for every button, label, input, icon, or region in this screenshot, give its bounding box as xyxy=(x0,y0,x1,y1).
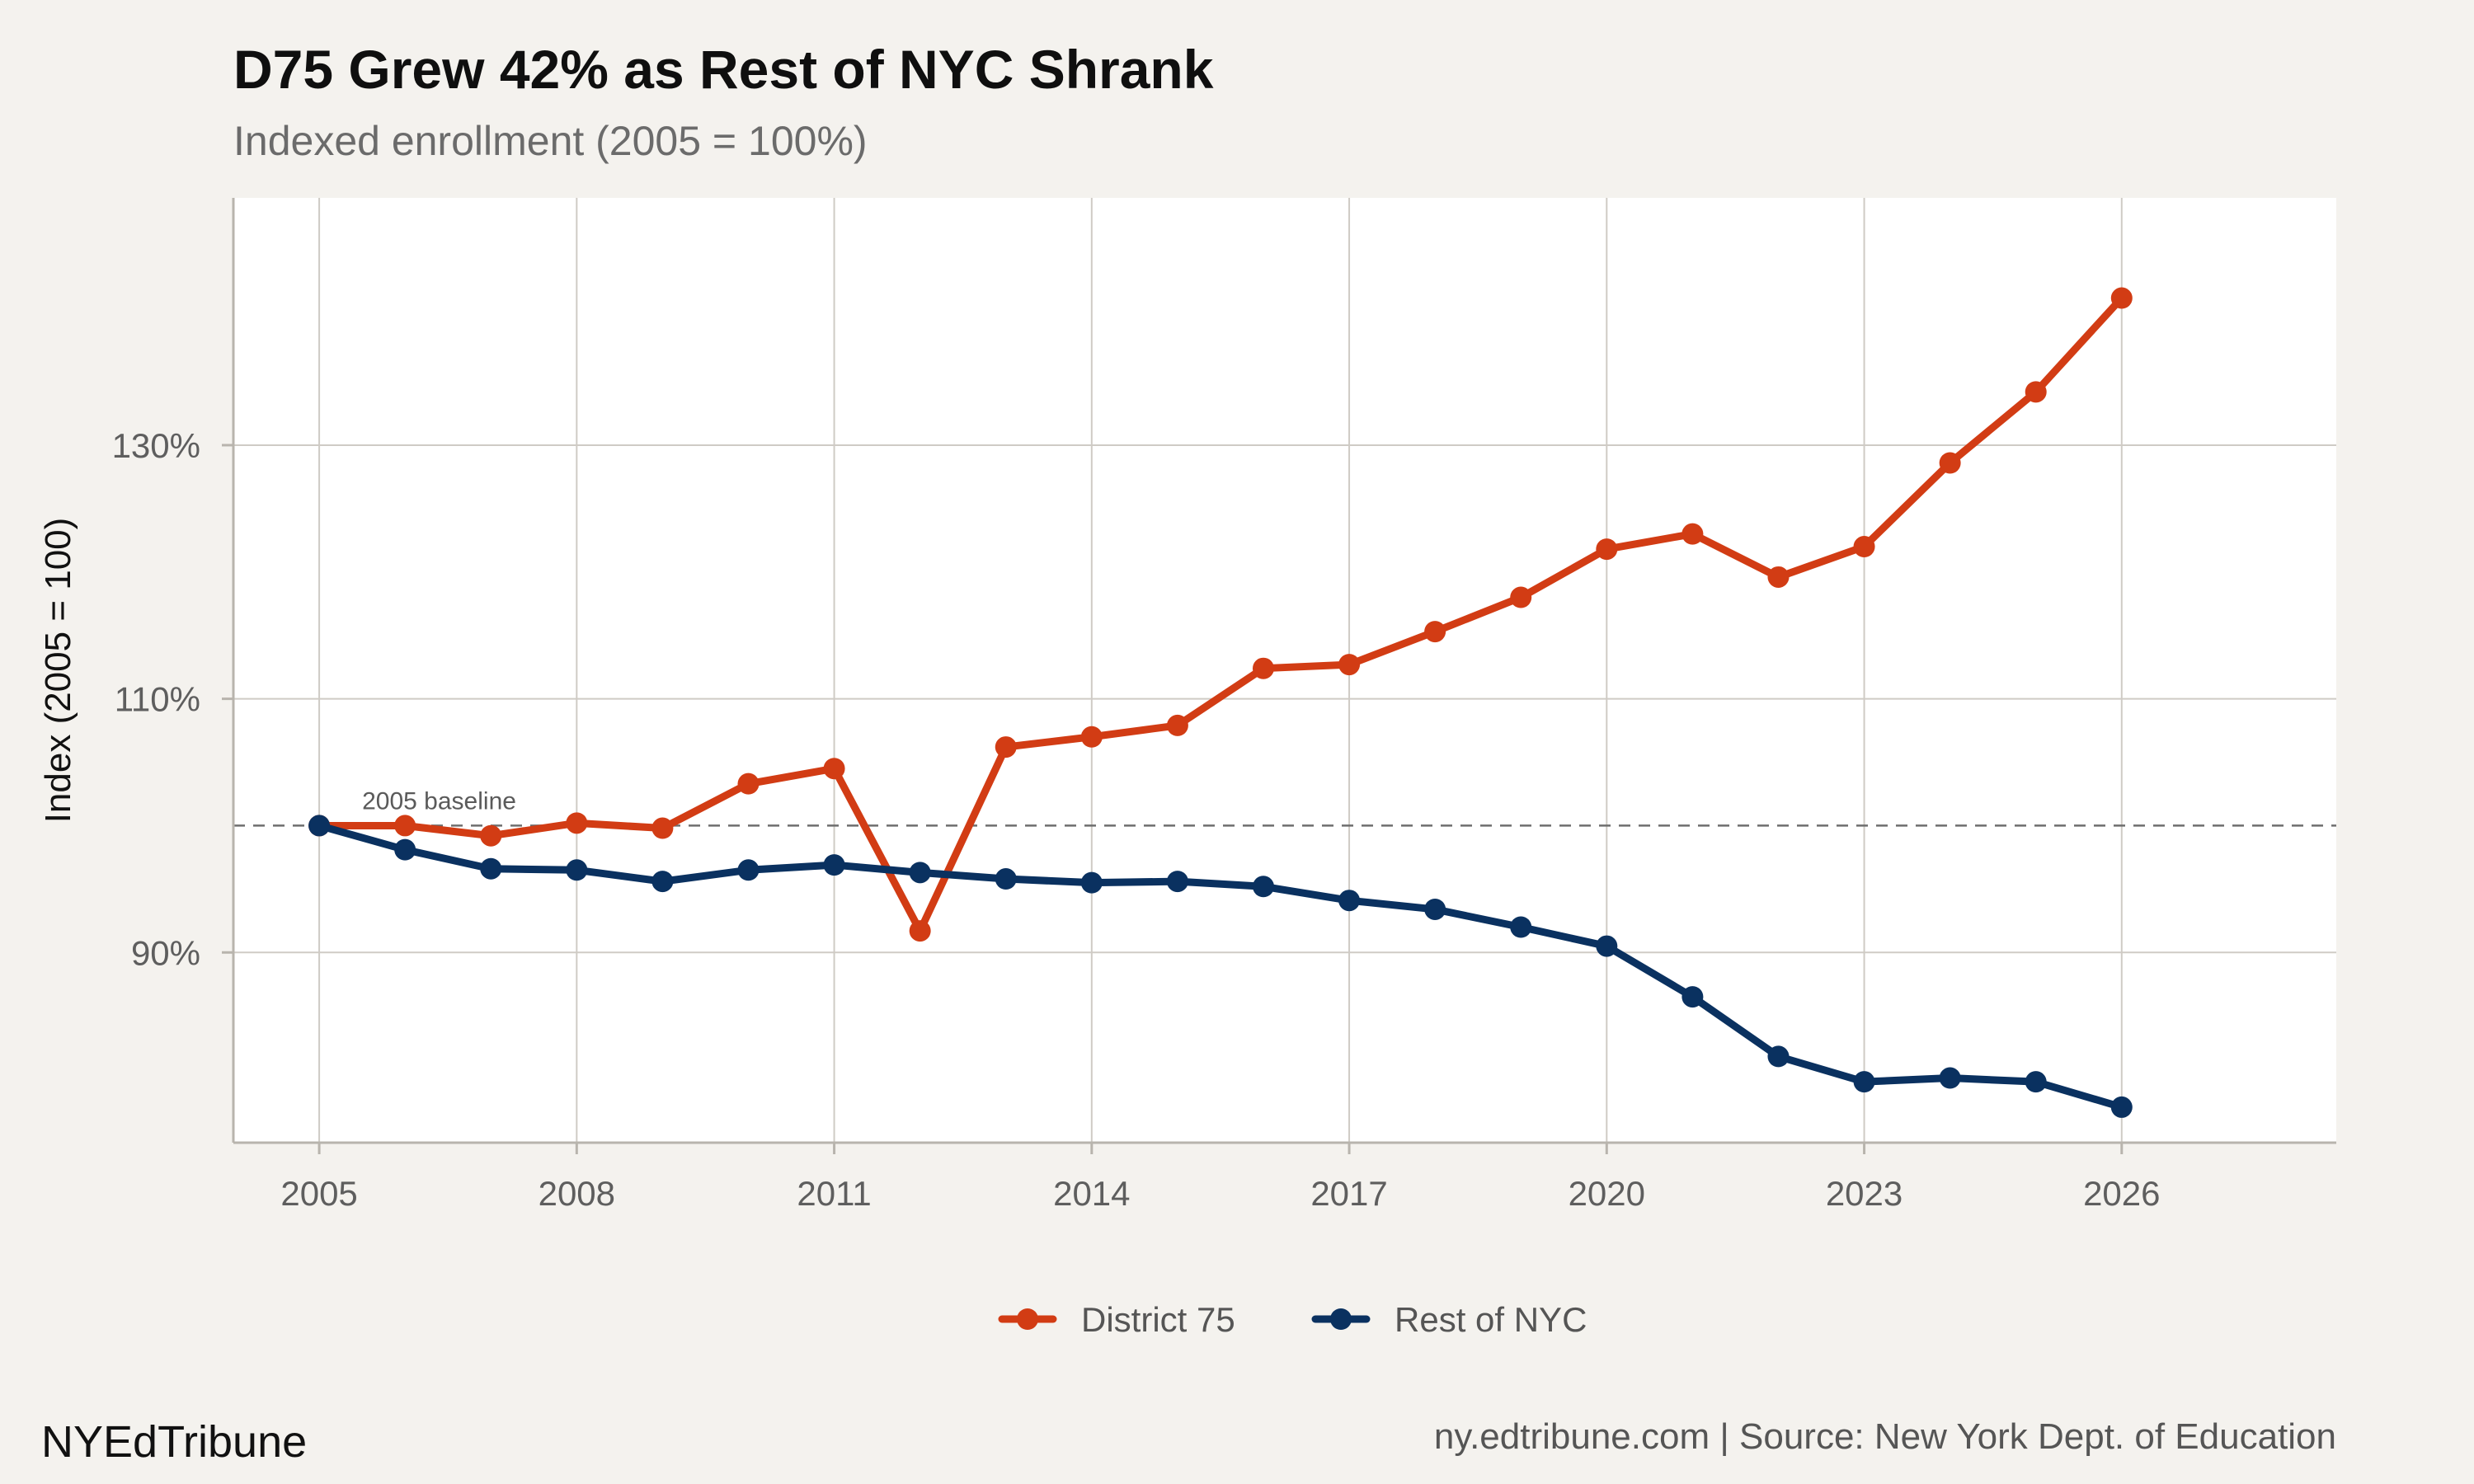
point-district-75-2017 xyxy=(1338,654,1361,676)
source-note: ny.edtribune.com | Source: New York Dept… xyxy=(1433,1416,2336,1457)
point-rest-of-nyc-2024 xyxy=(1939,1067,1961,1089)
point-district-75-2006 xyxy=(394,815,416,837)
point-rest-of-nyc-2026 xyxy=(2110,1096,2133,1118)
legend-swatch-point xyxy=(1017,1308,1038,1330)
point-rest-of-nyc-2021 xyxy=(1681,986,1704,1008)
point-rest-of-nyc-2015 xyxy=(1166,871,1188,893)
point-rest-of-nyc-2019 xyxy=(1510,916,1532,938)
point-rest-of-nyc-2012 xyxy=(909,862,931,884)
point-rest-of-nyc-2011 xyxy=(823,854,845,876)
point-district-75-2011 xyxy=(823,758,845,780)
y-axis-label: Index (2005 = 100) xyxy=(38,518,78,824)
point-district-75-2016 xyxy=(1252,657,1274,679)
x-tick-label: 2008 xyxy=(539,1174,615,1213)
point-district-75-2024 xyxy=(1939,452,1961,474)
axes xyxy=(232,198,2336,1144)
brand-name: NYEdTribune xyxy=(41,1417,308,1467)
point-rest-of-nyc-2022 xyxy=(1767,1045,1790,1068)
point-district-75-2018 xyxy=(1424,621,1446,643)
x-tick-label: 2026 xyxy=(2083,1174,2160,1213)
point-rest-of-nyc-2016 xyxy=(1252,876,1274,898)
x-tick-label: 2017 xyxy=(1310,1174,1387,1213)
point-district-75-2010 xyxy=(737,773,760,795)
point-district-75-2013 xyxy=(995,736,1017,758)
series-line-district-75 xyxy=(315,294,2126,935)
point-district-75-2014 xyxy=(1080,726,1103,748)
point-district-75-2009 xyxy=(651,817,674,839)
series-rest-of-nyc xyxy=(308,815,2133,1118)
point-rest-of-nyc-2014 xyxy=(1080,871,1103,894)
point-rest-of-nyc-2006 xyxy=(394,838,416,861)
point-rest-of-nyc-2025 xyxy=(2025,1071,2047,1093)
point-district-75-2026 xyxy=(2110,287,2133,309)
x-tick-label: 2011 xyxy=(797,1174,871,1213)
legend: District 75 Rest of NYC xyxy=(998,1300,1587,1339)
legend-swatch-point xyxy=(1330,1308,1352,1330)
series-line-rest-of-nyc xyxy=(315,821,2126,1111)
point-district-75-2008 xyxy=(566,812,588,834)
legend-item-rest-of-nyc: Rest of NYC xyxy=(1311,1300,1587,1339)
point-rest-of-nyc-2018 xyxy=(1424,898,1446,920)
point-rest-of-nyc-2010 xyxy=(737,859,760,881)
baseline-label: 2005 baseline xyxy=(362,787,516,815)
legend-label: District 75 xyxy=(1081,1300,1235,1339)
point-rest-of-nyc-2020 xyxy=(1596,935,1618,957)
point-district-75-2023 xyxy=(1853,536,1875,558)
y-tick-label: 110% xyxy=(115,680,200,719)
point-rest-of-nyc-2008 xyxy=(566,859,588,881)
x-tick-label: 2020 xyxy=(1569,1174,1645,1213)
legend-label: Rest of NYC xyxy=(1395,1300,1587,1339)
point-district-75-2019 xyxy=(1510,586,1532,608)
point-rest-of-nyc-2005 xyxy=(308,815,331,837)
point-district-75-2007 xyxy=(480,824,502,847)
point-district-75-2021 xyxy=(1681,523,1704,545)
point-rest-of-nyc-2009 xyxy=(651,871,674,893)
y-tick-label: 130% xyxy=(112,426,200,465)
point-district-75-2025 xyxy=(2025,381,2047,403)
x-tick-label: 2023 xyxy=(1826,1174,1903,1213)
y-tick-label: 90% xyxy=(131,933,200,972)
point-district-75-2020 xyxy=(1596,538,1618,561)
x-tick-label: 2014 xyxy=(1053,1174,1130,1213)
series-layer xyxy=(308,287,2133,1118)
chart-subtitle: Indexed enrollment (2005 = 100%) xyxy=(233,118,868,164)
x-tick-label: 2005 xyxy=(280,1174,357,1213)
point-rest-of-nyc-2013 xyxy=(995,868,1017,890)
point-rest-of-nyc-2023 xyxy=(1853,1071,1875,1093)
point-rest-of-nyc-2017 xyxy=(1338,890,1361,912)
point-district-75-2012 xyxy=(909,920,931,942)
legend-item-district-75: District 75 xyxy=(998,1300,1235,1339)
point-rest-of-nyc-2007 xyxy=(480,857,502,880)
point-district-75-2015 xyxy=(1166,714,1188,736)
tick-labels: 2005 2008 2011 2014 2017 2020 2023 2026 90% 110% 1… xyxy=(112,426,2161,1213)
chart-title: D75 Grew 42% as Rest of NYC Shrank xyxy=(233,39,1214,100)
point-district-75-2022 xyxy=(1767,566,1790,588)
